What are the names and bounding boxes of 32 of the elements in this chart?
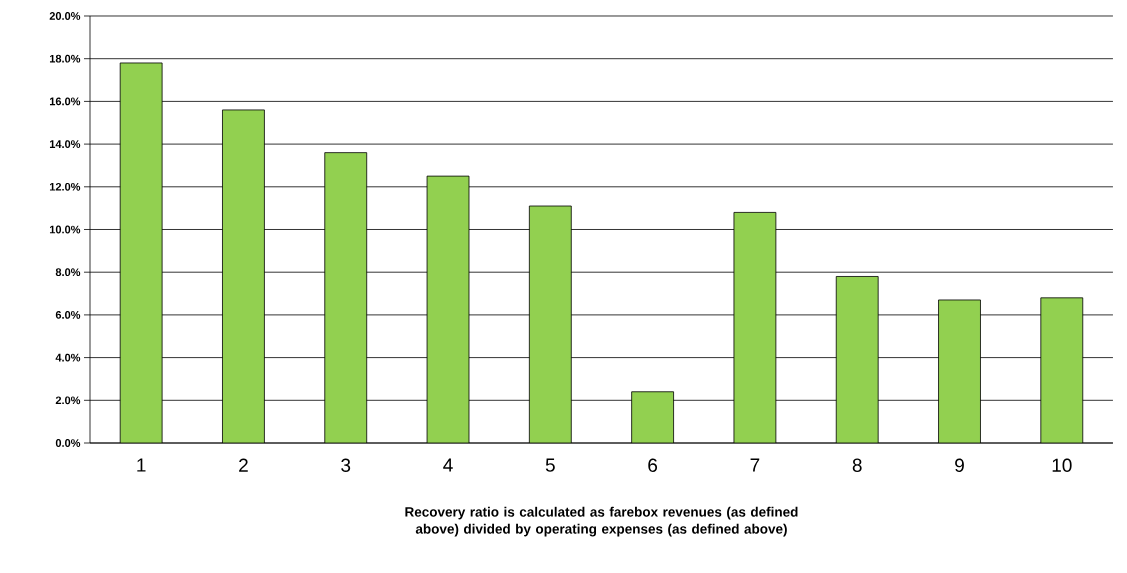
- bar: [528, 205, 572, 443]
- x-axis-title: Recovery ratio is calculated as farebox revenues (as defined above) divided by operating expenses (as defined above): [405, 506, 798, 537]
- x-tick-label: 7: [750, 458, 760, 472]
- y-tick-label: 14.0%: [49, 140, 81, 148]
- bar: [222, 109, 265, 443]
- bar: [324, 152, 368, 443]
- bar: [426, 175, 470, 443]
- bar: [1040, 297, 1084, 443]
- x-tick-label: 5: [545, 458, 555, 472]
- bar: [938, 299, 981, 443]
- x-tick-label: 10: [1052, 458, 1072, 472]
- x-tick-label: 2: [239, 458, 248, 472]
- x-tick-label: 8: [852, 458, 862, 472]
- bar: [835, 276, 879, 443]
- y-tick-label: 8.0%: [55, 268, 81, 277]
- bar: [119, 62, 163, 443]
- bar: [733, 212, 777, 443]
- x-tick-label: 1: [137, 458, 146, 472]
- y-tick-label: 10.0%: [49, 225, 81, 234]
- y-tick-label: 20.0%: [49, 12, 81, 20]
- x-tick-label: 6: [648, 458, 658, 472]
- y-tick-label: 0.0%: [55, 439, 81, 447]
- bar: [631, 391, 674, 443]
- y-tick-label: 6.0%: [55, 311, 81, 319]
- y-tick-label: 18.0%: [49, 54, 81, 63]
- y-tick-label: 12.0%: [49, 182, 81, 191]
- x-tick-label: 9: [955, 458, 964, 472]
- y-tick-label: 16.0%: [49, 97, 81, 106]
- y-tick-label: 4.0%: [55, 353, 81, 362]
- x-tick-label: 4: [443, 458, 453, 472]
- y-tick-label: 2.0%: [55, 396, 81, 405]
- x-tick-label: 3: [341, 458, 351, 472]
